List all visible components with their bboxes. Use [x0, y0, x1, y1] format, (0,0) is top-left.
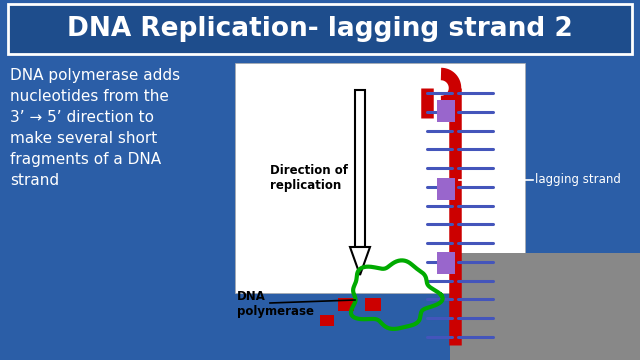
Bar: [437, 252, 455, 274]
Bar: [437, 100, 455, 122]
FancyBboxPatch shape: [8, 4, 632, 54]
Polygon shape: [350, 247, 370, 275]
Bar: [437, 178, 455, 200]
Text: Direction of
replication: Direction of replication: [270, 164, 348, 192]
Text: DNA
polymerase: DNA polymerase: [237, 290, 314, 318]
Text: lagging strand: lagging strand: [535, 174, 621, 186]
Bar: [338, 298, 354, 311]
Bar: [320, 315, 334, 326]
FancyBboxPatch shape: [235, 63, 525, 293]
Text: DNA Replication- lagging strand 2: DNA Replication- lagging strand 2: [67, 16, 573, 42]
Text: DNA polymerase adds
nucleotides from the
3’ → 5’ direction to
make several short: DNA polymerase adds nucleotides from the…: [10, 68, 180, 188]
Bar: [355, 90, 365, 247]
Bar: [365, 298, 381, 311]
FancyBboxPatch shape: [450, 253, 640, 360]
